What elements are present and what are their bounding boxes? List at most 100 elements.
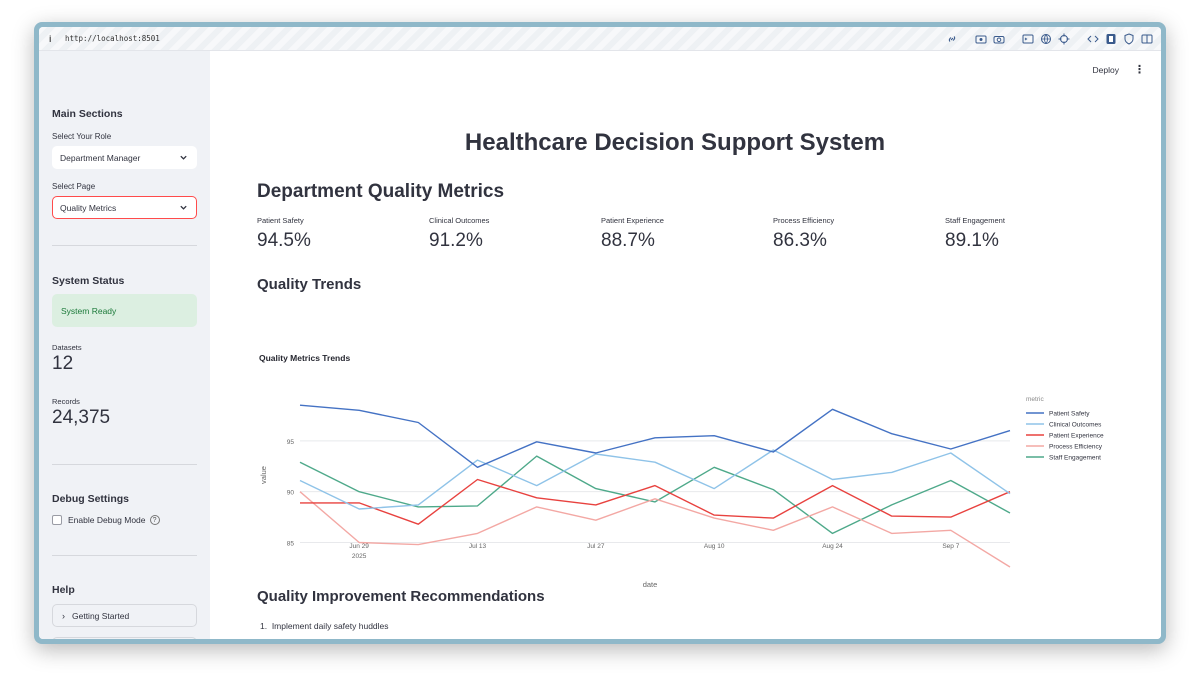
- status-message: System Ready: [52, 294, 197, 327]
- chevron-down-icon: [180, 205, 187, 210]
- metric-patient-experience: Patient Experience 88.7%: [601, 216, 773, 252]
- page-select-value: Quality Metrics: [60, 202, 117, 213]
- records-value: 24,375: [52, 407, 111, 428]
- x-axis-label: date: [643, 580, 658, 589]
- toolbar-spacer: [1011, 32, 1016, 44]
- sidebar: Main Sections Select Your Role Departmen…: [39, 51, 210, 639]
- y-tick-label: 95: [287, 439, 295, 446]
- debug-mode-checkbox-row[interactable]: Enable Debug Mode ?: [52, 515, 160, 525]
- x-tick-label: Aug 10: [704, 543, 725, 550]
- help-heading: Help: [52, 584, 75, 596]
- legend-label: Staff Engagement: [1049, 455, 1101, 462]
- main-sections-heading: Main Sections: [52, 108, 123, 120]
- metric-label: Process Efficiency: [773, 216, 835, 225]
- y-tick-label: 85: [287, 541, 295, 548]
- link-icon[interactable]: [946, 32, 958, 44]
- metric-label: Patient Experience: [601, 216, 664, 225]
- getting-started-label: Getting Started: [72, 610, 130, 621]
- terminal-icon[interactable]: [1022, 32, 1034, 44]
- metric-staff-engagement: Staff Engagement 89.1%: [945, 216, 1117, 252]
- chart-series: [299, 404, 1011, 568]
- x-tick-label: Jul 27: [587, 543, 605, 550]
- main-content: Deploy ⋮ Healthcare Decision Support Sys…: [210, 51, 1161, 639]
- camera-icon[interactable]: [993, 32, 1005, 44]
- shield-icon[interactable]: [1123, 32, 1135, 45]
- browser-viewport: i http://localhost:8501 Main Sections Se…: [39, 27, 1161, 639]
- legend-label: Clinical Outcomes: [1049, 422, 1102, 429]
- datasets-value: 12: [52, 353, 74, 374]
- series-line: [299, 491, 1011, 568]
- metric-value: 89.1%: [945, 230, 999, 251]
- page-select-label: Select Page: [52, 182, 96, 191]
- recommendations-heading: Quality Improvement Recommendations: [257, 588, 545, 605]
- series-line: [299, 404, 1011, 469]
- role-select[interactable]: Department Manager: [52, 146, 197, 169]
- toolbar-spacer: [1076, 32, 1081, 44]
- series-line: [299, 449, 1011, 510]
- x-tick-label: Aug 24: [822, 543, 843, 550]
- role-select-value: Department Manager: [60, 152, 141, 163]
- sidebar-divider: [52, 245, 197, 246]
- sidebar-divider: [52, 555, 197, 556]
- main-menu-icon[interactable]: ⋮: [1134, 64, 1145, 76]
- metric-value: 94.5%: [257, 230, 311, 251]
- code-icon[interactable]: [1087, 32, 1099, 44]
- x-tick-label: Sep 7: [942, 543, 959, 550]
- x-tick-label: Jun 29: [349, 543, 369, 550]
- debug-settings-heading: Debug Settings: [52, 493, 130, 505]
- toolbar-spacer: [964, 32, 969, 44]
- datasets-label: Datasets: [52, 343, 82, 352]
- globe-icon[interactable]: [1040, 32, 1052, 44]
- chart-y-ticks: 85 90 95: [287, 439, 295, 548]
- metric-value: 88.7%: [601, 230, 655, 251]
- recommendation-text: Implement daily safety huddles: [271, 621, 389, 631]
- chart-x-ticks: Jun 29 2025 Jul 13 Jul 27 Aug 10 Aug 24 Sep 7: [349, 543, 959, 560]
- debug-mode-checkbox[interactable]: [52, 515, 62, 525]
- metric-label: Staff Engagement: [945, 216, 1005, 225]
- legend-label: Process Efficiency: [1049, 444, 1103, 451]
- sidebar-toggle-icon[interactable]: [1141, 32, 1153, 44]
- sidebar-divider: [52, 464, 197, 465]
- list-number: 1.: [260, 621, 272, 631]
- series-line: [299, 455, 1011, 535]
- system-status-heading: System Status: [52, 275, 125, 287]
- chevron-right-icon: ›: [62, 610, 65, 621]
- page-select[interactable]: Quality Metrics: [52, 196, 197, 219]
- chart-legend[interactable]: Patient Safety Clinical Outcomes Patient E…: [1026, 411, 1104, 462]
- legend-label: Patient Safety: [1049, 411, 1090, 418]
- deploy-button[interactable]: Deploy: [1092, 65, 1119, 75]
- chevron-down-icon: [180, 155, 187, 160]
- legend-label: Patient Experience: [1049, 433, 1104, 440]
- book-icon[interactable]: [1105, 32, 1117, 44]
- metric-label: Patient Safety: [257, 216, 304, 225]
- chart-gridlines: [300, 440, 1010, 544]
- legend-title: metric: [1026, 396, 1044, 403]
- url-text[interactable]: http://localhost:8501: [65, 34, 160, 43]
- metric-label: Clinical Outcomes: [429, 216, 490, 225]
- quality-trends-heading: Quality Trends: [257, 276, 362, 293]
- page-title: Healthcare Decision Support System: [464, 129, 886, 156]
- next-expander[interactable]: [52, 637, 197, 639]
- y-tick-label: 90: [287, 490, 295, 497]
- recommendation-item: 1. Implement daily safety huddles: [260, 621, 389, 631]
- debug-mode-label[interactable]: Enable Debug Mode: [68, 515, 146, 525]
- browser-toolbar-icons: [946, 32, 1153, 45]
- info-icon[interactable]: i: [49, 33, 52, 44]
- help-icon[interactable]: ?: [149, 515, 160, 525]
- crosshair-icon[interactable]: [1058, 32, 1070, 45]
- metric-value: 91.2%: [429, 230, 483, 251]
- screenshot-icon[interactable]: [975, 32, 987, 44]
- metric-value: 86.3%: [773, 230, 827, 251]
- url-bar[interactable]: i http://localhost:8501: [39, 27, 1161, 51]
- browser-window: i http://localhost:8501 Main Sections Se…: [34, 22, 1166, 644]
- series-line: [300, 478, 1011, 525]
- metric-clinical-outcomes: Clinical Outcomes 91.2%: [429, 216, 601, 252]
- y-axis-label: value: [259, 466, 268, 484]
- x-tick-label: Jul 13: [469, 543, 487, 550]
- section-title: Department Quality Metrics: [257, 181, 505, 202]
- getting-started-expander[interactable]: › Getting Started: [52, 604, 197, 627]
- chart-title: Quality Metrics Trends: [259, 353, 350, 363]
- role-select-label: Select Your Role: [52, 132, 112, 141]
- metric-patient-safety: Patient Safety 94.5%: [257, 216, 429, 252]
